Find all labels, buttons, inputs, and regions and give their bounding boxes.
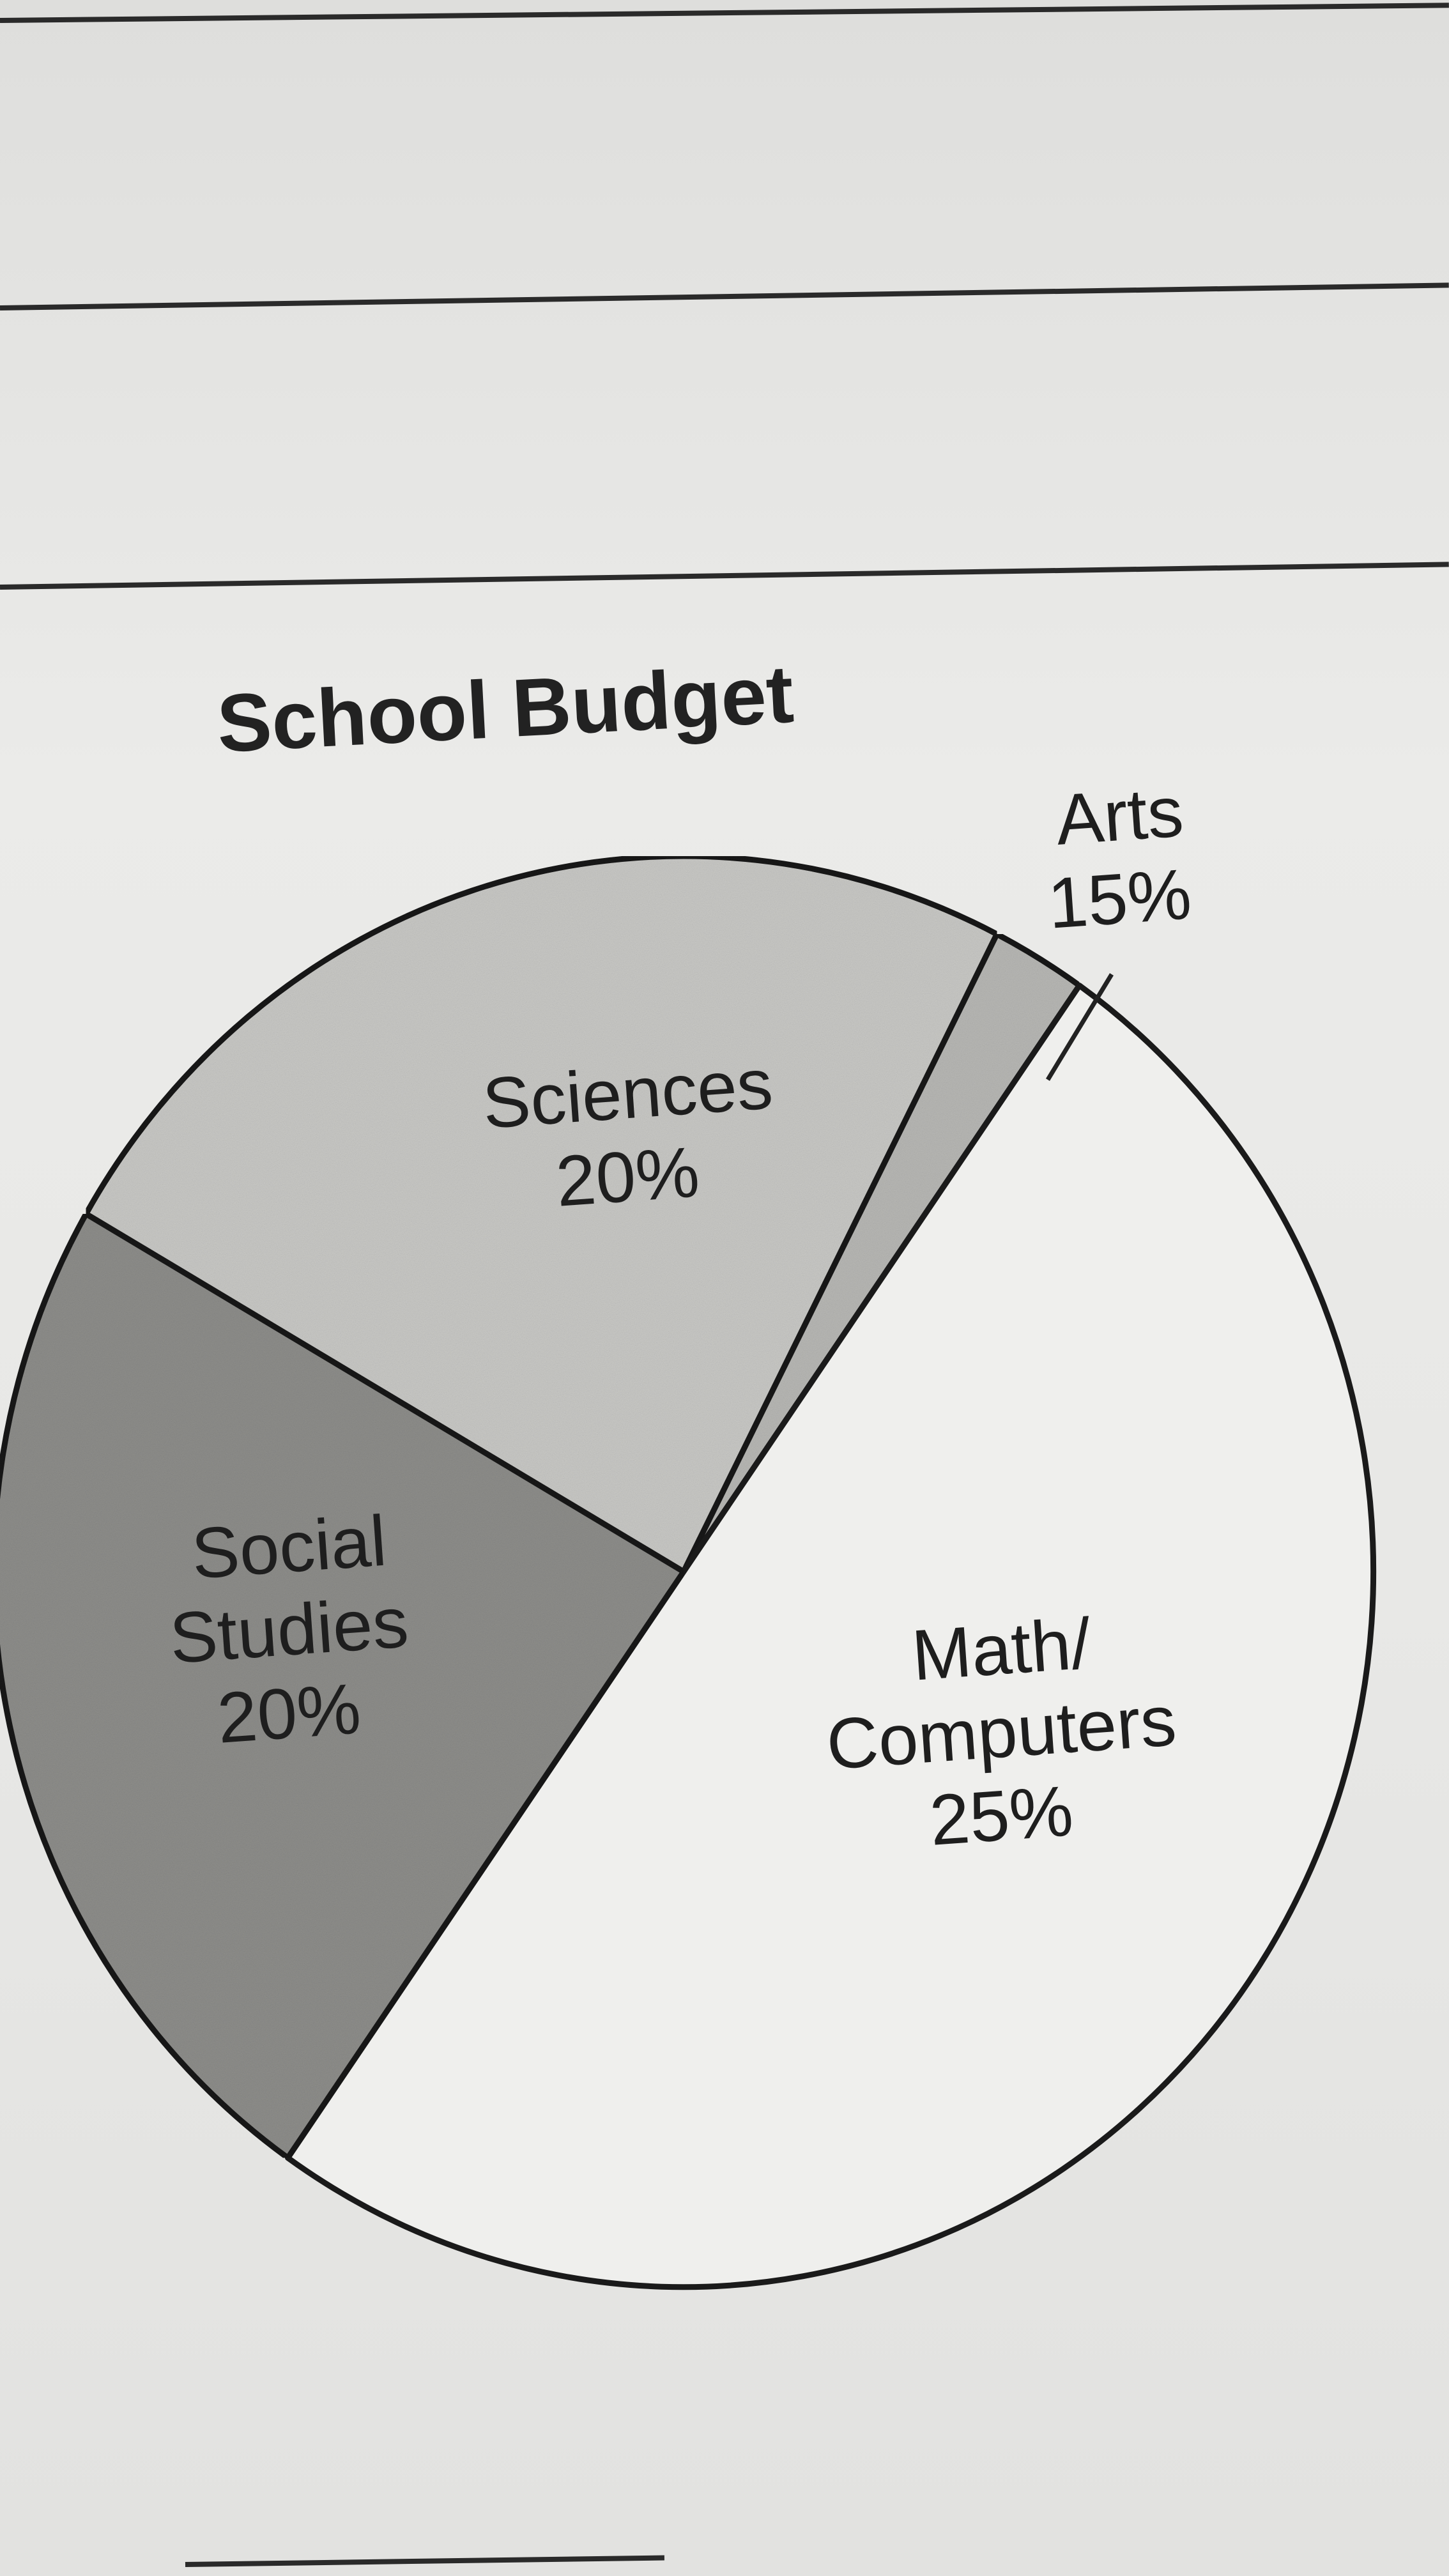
slice-label-social-studies-text-1: Social [189, 1501, 389, 1594]
slice-label-social-studies-text-2: Studies [167, 1582, 411, 1678]
arts-leader-line [1046, 973, 1114, 1081]
slice-label-math-computers-text-1: Math/ [909, 1603, 1094, 1695]
slice-label-sciences-value: 20% [553, 1131, 702, 1221]
slice-label-social-studies-value: 20% [215, 1668, 363, 1758]
pie-slice-social-studies [0, 1211, 687, 2161]
slice-label-math-computers-value: 25% [927, 1770, 1075, 1860]
slice-label-arts-text-1: Arts [1054, 771, 1186, 860]
pie-slice-math-computers [285, 983, 1377, 2290]
slice-label-arts-value: 15% [1045, 854, 1193, 943]
